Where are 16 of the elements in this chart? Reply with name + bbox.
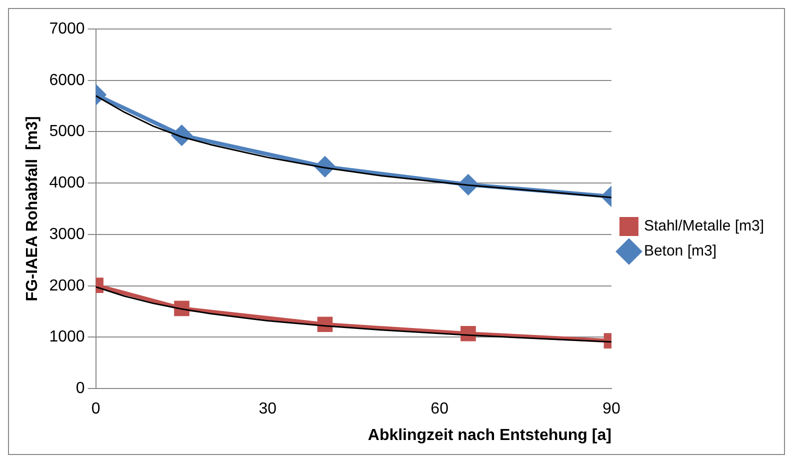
- y-tick-label: 4000: [49, 174, 85, 192]
- x-tick-label: 30: [258, 400, 277, 418]
- x-tick-label: 90: [602, 400, 620, 418]
- y-tick-label: 3000: [49, 226, 85, 243]
- x-tick-label: 0: [91, 400, 100, 418]
- legend-label: Stahl/Metalle [m3]: [644, 218, 764, 235]
- x-tick-label: 60: [430, 400, 449, 418]
- y-axis-title: FG-IAEA Rohabfall [m3]: [24, 116, 42, 302]
- y-tick-label: 7000: [49, 20, 85, 38]
- y-tick-label: 5000: [49, 123, 85, 140]
- y-tick-label: 1000: [49, 328, 85, 346]
- y-tick-label: 0: [76, 380, 85, 398]
- x-axis-title: Abklingzeit nach Entstehung [a]: [368, 426, 612, 444]
- y-tick-label: 6000: [49, 72, 85, 89]
- y-tick-label: 2000: [49, 277, 85, 294]
- legend-label: Beton [m3]: [644, 242, 716, 260]
